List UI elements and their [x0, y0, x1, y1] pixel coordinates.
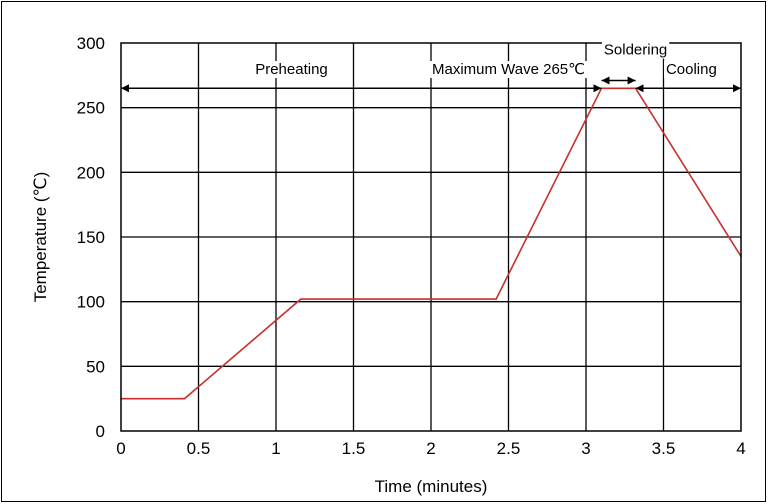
grid-lines	[121, 43, 741, 431]
annotation-label: Soldering	[604, 42, 667, 59]
y-tick-label: 0	[96, 422, 105, 441]
annotation-background	[430, 61, 587, 79]
annotation-label: Cooling	[666, 61, 717, 78]
x-tick-label: 3.5	[652, 439, 676, 458]
annotation-label: Maximum Wave 265℃	[432, 61, 585, 78]
x-tick-label: 2.5	[497, 439, 521, 458]
y-tick-label: 150	[77, 228, 105, 247]
annotation: Preheating	[253, 61, 330, 79]
annotation: Cooling	[663, 61, 719, 79]
x-tick-label: 4	[736, 439, 745, 458]
x-tick-label: 0	[116, 439, 125, 458]
data-point	[183, 397, 186, 400]
x-axis-label: Time (minutes)	[375, 477, 488, 496]
annotation-background	[663, 61, 719, 79]
annotation-arrows	[121, 76, 741, 93]
y-tick-label: 200	[77, 163, 105, 182]
annotation-labels: Preheating Maximum Wave 265℃ Soldering Cool…	[253, 41, 719, 79]
data-point	[495, 298, 497, 300]
y-tick-labels: 0 50 100 150 200 250 300	[77, 34, 105, 441]
y-tick-label: 300	[77, 34, 105, 53]
annotation-background	[601, 41, 670, 59]
y-tick-label: 250	[77, 99, 105, 118]
x-tick-label: 0.5	[187, 439, 211, 458]
annotation: Soldering	[601, 41, 670, 59]
x-tick-label: 3	[581, 439, 590, 458]
plot-area-border	[120, 42, 742, 432]
x-tick-label: 2	[426, 439, 435, 458]
y-tick-label: 100	[77, 293, 105, 312]
annotation: Maximum Wave 265℃	[430, 61, 587, 79]
annotation-label: Preheating	[255, 61, 328, 78]
x-tick-label: 1	[271, 439, 280, 458]
y-axis-label: Temperature (℃)	[31, 172, 50, 303]
annotation-background	[253, 61, 330, 79]
y-tick-label: 50	[86, 357, 105, 376]
x-tick-label: 1.5	[342, 439, 366, 458]
data-point	[300, 298, 302, 300]
x-tick-labels: 0 0.5 1 1.5 2 2.5 3 3.5 4	[116, 439, 745, 458]
